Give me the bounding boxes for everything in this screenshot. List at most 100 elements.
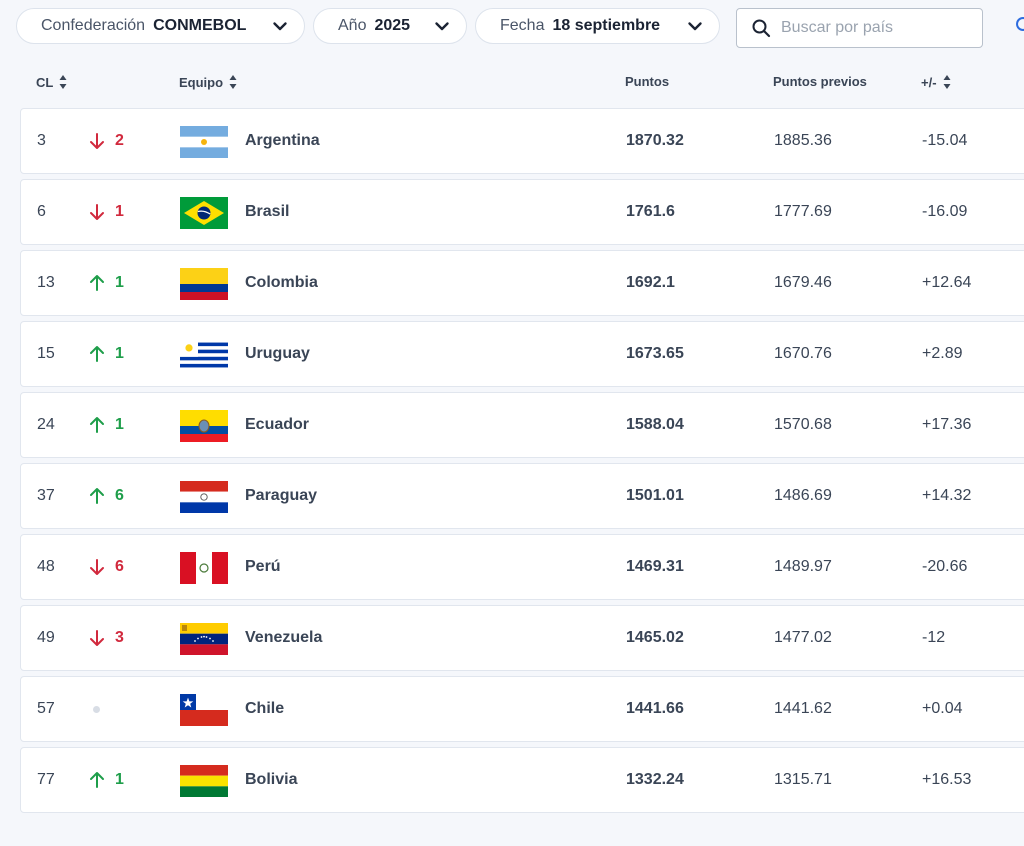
argentina-flag-icon <box>180 126 228 158</box>
previous-points-value: 1570.68 <box>774 416 832 433</box>
team-name[interactable]: Chile <box>245 700 285 717</box>
peru-flag-icon <box>180 552 228 584</box>
team-name[interactable]: Venezuela <box>245 629 323 646</box>
sort-icon <box>59 75 67 89</box>
arrow-down-icon <box>90 133 104 149</box>
diff-value: -16.09 <box>922 203 968 220</box>
diff-value: -15.04 <box>922 132 968 149</box>
movement-value: 6 <box>115 558 124 575</box>
rank-movement: 3 <box>89 606 124 670</box>
previous-points-value: 1441.62 <box>774 700 832 717</box>
table-header: CL Equipo Puntos Puntos previos +/- <box>20 70 1024 96</box>
search-box[interactable] <box>736 8 983 48</box>
table-row[interactable]: 3 2 Argentina 1870.32 1885.36 -15.04 <box>20 108 1024 174</box>
team-name[interactable]: Perú <box>245 558 281 575</box>
points-column-header: Puntos <box>625 74 669 89</box>
no-change-dot-icon <box>93 705 100 713</box>
edge-control-icon[interactable] <box>1016 17 1024 31</box>
arrow-up-icon <box>90 346 104 362</box>
team-name[interactable]: Uruguay <box>245 345 310 362</box>
rank-movement: 6 <box>89 464 124 528</box>
chevron-down-icon <box>273 22 287 31</box>
previous-points-value: 1477.02 <box>774 629 832 646</box>
rank-value: 15 <box>37 345 55 362</box>
previous-points-value: 1679.46 <box>774 274 832 291</box>
arrow-up-icon <box>90 417 104 433</box>
colombia-flag-icon <box>180 268 228 300</box>
rank-value: 77 <box>37 771 55 788</box>
table-row[interactable]: 24 1 Ecuador 1588.04 1570.68 +17.36 <box>20 392 1024 458</box>
rank-movement: 1 <box>89 393 124 457</box>
rank-movement: 1 <box>89 251 124 315</box>
previous-points-column-header: Puntos previos <box>773 74 867 89</box>
movement-value: 1 <box>115 345 124 362</box>
rank-value: 24 <box>37 416 55 433</box>
paraguay-flag-icon <box>180 481 228 513</box>
movement-value: 1 <box>115 203 124 220</box>
rank-movement <box>89 677 100 741</box>
previous-points-value: 1885.36 <box>774 132 832 149</box>
table-row[interactable]: 15 1 Uruguay 1673.65 1670.76 +2.89 <box>20 321 1024 387</box>
date-value: 18 septiembre <box>552 17 661 34</box>
points-value: 1465.02 <box>626 629 684 646</box>
bolivia-flag-icon <box>180 765 228 797</box>
table-row[interactable]: 13 1 Colombia 1692.1 1679.46 +12.64 <box>20 250 1024 316</box>
rank-value: 6 <box>37 203 46 220</box>
previous-points-value: 1777.69 <box>774 203 832 220</box>
search-input[interactable] <box>781 19 971 37</box>
points-value: 1501.01 <box>626 487 684 504</box>
diff-value: +2.89 <box>922 345 963 362</box>
team-name[interactable]: Ecuador <box>245 416 310 433</box>
team-name[interactable]: Colombia <box>245 274 318 291</box>
chevron-down-icon <box>688 22 702 31</box>
table-row[interactable]: 77 1 Bolivia 1332.24 1315.71 +16.53 <box>20 747 1024 813</box>
team-name[interactable]: Paraguay <box>245 487 318 504</box>
points-value: 1870.32 <box>626 132 684 149</box>
uruguay-flag-icon <box>180 339 228 371</box>
date-dropdown[interactable]: Fecha 18 septiembre <box>475 8 720 44</box>
arrow-down-icon <box>90 630 104 646</box>
diff-value: +0.04 <box>922 700 963 717</box>
rank-value: 57 <box>37 700 55 717</box>
rank-value: 3 <box>37 132 46 149</box>
venezuela-flag-icon <box>180 623 228 655</box>
arrow-up-icon <box>90 275 104 291</box>
team-name[interactable]: Brasil <box>245 203 290 220</box>
movement-value: 2 <box>115 132 124 149</box>
diff-value: -20.66 <box>922 558 968 575</box>
rank-column-header[interactable]: CL <box>36 74 67 90</box>
rank-value: 37 <box>37 487 55 504</box>
filter-bar: Confederación CONMEBOL Año 2025 Fecha 18… <box>16 8 1024 48</box>
table-row[interactable]: 6 1 Brasil 1761.6 1777.69 -16.09 <box>20 179 1024 245</box>
year-dropdown[interactable]: Año 2025 <box>313 8 467 44</box>
sort-icon <box>943 75 951 89</box>
confederation-dropdown[interactable]: Confederación CONMEBOL <box>16 8 305 44</box>
rank-value: 13 <box>37 274 55 291</box>
year-value: 2025 <box>374 17 411 34</box>
rank-movement: 6 <box>89 535 124 599</box>
diff-value: -12 <box>922 629 946 646</box>
rank-movement: 1 <box>89 180 124 244</box>
previous-points-value: 1489.97 <box>774 558 832 575</box>
diff-column-header[interactable]: +/- <box>921 74 951 90</box>
table-row[interactable]: 37 6 Paraguay 1501.01 1486.69 +14.32 <box>20 463 1024 529</box>
team-name[interactable]: Bolivia <box>245 771 298 788</box>
previous-header-label: Puntos previos <box>773 74 867 89</box>
arrow-down-icon <box>90 204 104 220</box>
table-row[interactable]: 48 6 Perú 1469.31 1489.97 -20.66 <box>20 534 1024 600</box>
points-value: 1588.04 <box>626 416 684 433</box>
movement-value: 1 <box>115 771 124 788</box>
table-row[interactable]: 49 3 Venezuela 1465.02 1477.02 -12 <box>20 605 1024 671</box>
table-row[interactable]: 57 Chile 1441.66 1441.62 +0.04 <box>20 676 1024 742</box>
diff-value: +12.64 <box>922 274 972 291</box>
points-value: 1761.6 <box>626 203 675 220</box>
sort-icon <box>229 75 237 89</box>
movement-value: 1 <box>115 416 124 433</box>
chile-flag-icon <box>180 694 228 726</box>
points-value: 1332.24 <box>626 771 684 788</box>
chevron-down-icon <box>435 22 449 31</box>
team-name[interactable]: Argentina <box>245 132 320 149</box>
team-column-header[interactable]: Equipo <box>179 74 237 90</box>
rank-movement: 2 <box>89 109 124 173</box>
points-value: 1441.66 <box>626 700 684 717</box>
